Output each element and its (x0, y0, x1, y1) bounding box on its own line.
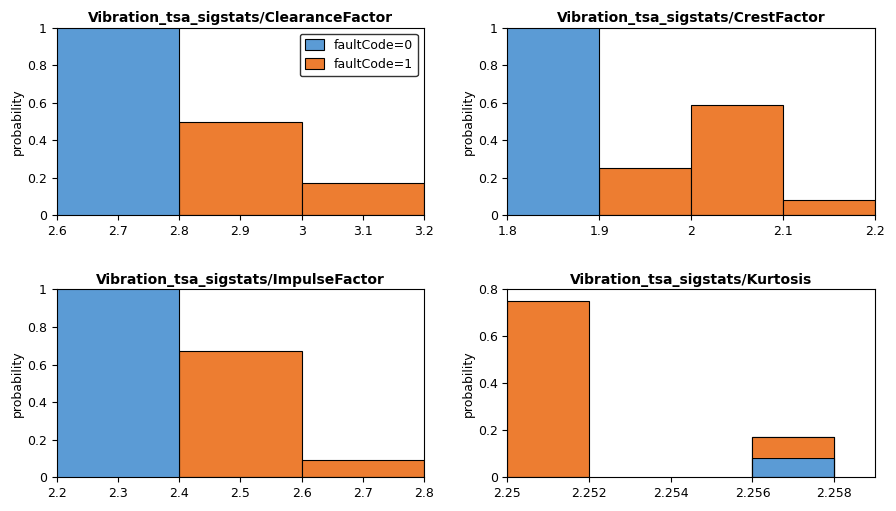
Title: Vibration_tsa_sigstats/CrestFactor: Vibration_tsa_sigstats/CrestFactor (556, 11, 825, 25)
Bar (507, 301, 589, 477)
Y-axis label: probability: probability (11, 88, 24, 155)
Bar (753, 437, 834, 477)
Title: Vibration_tsa_sigstats/ImpulseFactor: Vibration_tsa_sigstats/ImpulseFactor (96, 273, 385, 287)
Bar (507, 28, 599, 216)
Legend: faultCode=0, faultCode=1: faultCode=0, faultCode=1 (300, 34, 418, 76)
Bar (179, 352, 302, 477)
Bar (302, 460, 424, 477)
Bar (753, 437, 834, 477)
Y-axis label: probability: probability (11, 350, 24, 416)
Bar (56, 28, 179, 216)
Bar (753, 437, 834, 458)
Bar (599, 169, 691, 216)
Bar (507, 200, 599, 216)
Bar (56, 430, 179, 477)
Y-axis label: probability: probability (462, 88, 475, 155)
Bar (56, 153, 179, 216)
Bar (302, 183, 424, 216)
Y-axis label: probability: probability (462, 350, 475, 416)
Bar (179, 122, 302, 216)
Title: Vibration_tsa_sigstats/ClearanceFactor: Vibration_tsa_sigstats/ClearanceFactor (88, 11, 393, 25)
Title: Vibration_tsa_sigstats/Kurtosis: Vibration_tsa_sigstats/Kurtosis (570, 273, 813, 287)
Bar (691, 105, 783, 216)
Bar (783, 200, 875, 216)
Bar (753, 458, 834, 477)
Bar (56, 289, 179, 477)
